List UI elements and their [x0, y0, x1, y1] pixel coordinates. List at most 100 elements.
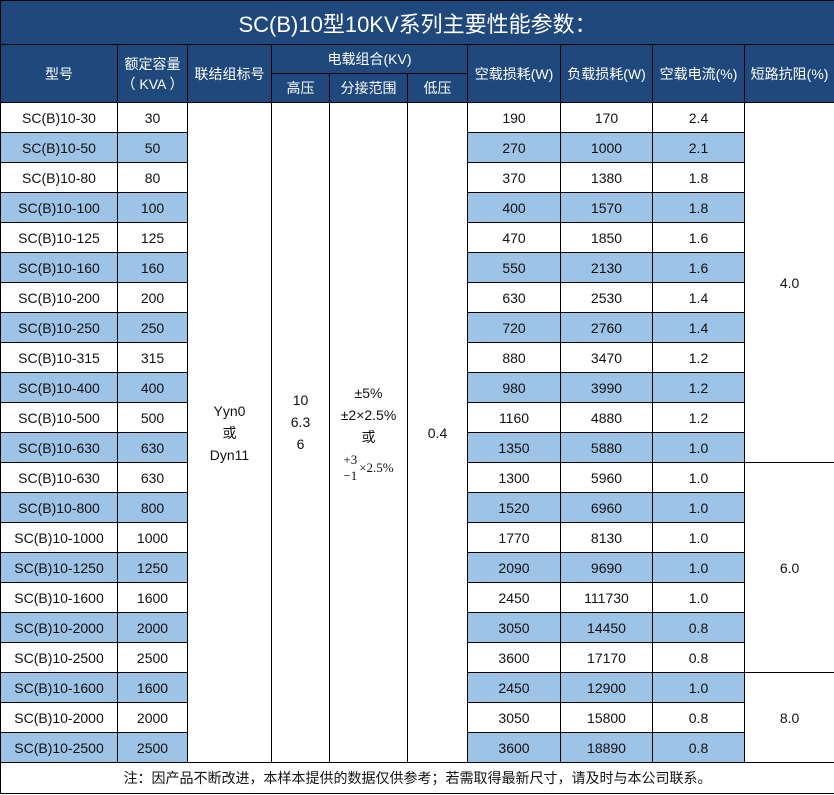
no-load-current-cell: 1.0: [652, 552, 745, 583]
model-cell: SC(B)10-500: [0, 402, 118, 433]
table-row: SC(B)10-2000 2000 3050 15800 0.8: [0, 702, 834, 733]
load-loss-cell: 4880: [560, 402, 653, 433]
load-loss-cell: 5880: [560, 432, 653, 463]
capacity-cell: 2000: [117, 702, 188, 733]
header-capacity: 额定容量（ KVA ）: [117, 44, 188, 103]
load-loss-cell: 6960: [560, 492, 653, 523]
header-hv: 高压: [271, 73, 330, 103]
capacity-cell: 1250: [117, 552, 188, 583]
no-load-loss-cell: 1770: [467, 522, 561, 553]
header-impedance: 短路抗阻(%): [743, 44, 834, 103]
table-row: SC(B)10-630 630 1300 5960 1.0 6.0: [0, 462, 834, 673]
table-row: SC(B)10-200 200 630 2530 1.4: [0, 282, 834, 313]
capacity-cell: 160: [117, 252, 188, 283]
no-load-loss-cell: 880: [467, 342, 561, 373]
table-row: SC(B)10-125 125 470 1850 1.6: [0, 222, 834, 253]
table-title: SC(B)10型10KV系列主要性能参数：: [0, 0, 834, 45]
load-loss-cell: 14450: [560, 612, 653, 643]
no-load-loss-cell: 270: [467, 132, 561, 163]
capacity-cell: 125: [117, 222, 188, 253]
no-load-current-cell: 1.2: [652, 402, 745, 433]
load-loss-cell: 3470: [560, 342, 653, 373]
header-model: 型号: [0, 44, 118, 103]
no-load-current-cell: 1.0: [652, 522, 745, 553]
model-cell: SC(B)10-2000: [0, 612, 118, 643]
model-cell: SC(B)10-630: [0, 462, 118, 493]
model-cell: SC(B)10-250: [0, 312, 118, 343]
connection-cell: Yyn0 或 Dyn11: [187, 102, 272, 763]
model-cell: SC(B)10-800: [0, 492, 118, 523]
capacity-cell: 630: [117, 462, 188, 493]
capacity-cell: 100: [117, 192, 188, 223]
table-row: SC(B)10-80 80 370 1380 1.8: [0, 162, 834, 193]
header-lv: 低压: [407, 73, 468, 103]
no-load-loss-cell: 1350: [467, 432, 561, 463]
capacity-cell: 50: [117, 132, 188, 163]
no-load-loss-cell: 720: [467, 312, 561, 343]
no-load-loss-cell: 630: [467, 282, 561, 313]
no-load-current-cell: 1.6: [652, 252, 745, 283]
capacity-cell: 315: [117, 342, 188, 373]
load-loss-cell: 12900: [560, 672, 653, 703]
model-cell: SC(B)10-80: [0, 162, 118, 193]
model-cell: SC(B)10-1600: [0, 672, 118, 703]
no-load-loss-cell: 3600: [467, 642, 561, 673]
no-load-loss-cell: 190: [467, 102, 561, 133]
model-cell: SC(B)10-315: [0, 342, 118, 373]
capacity-cell: 200: [117, 282, 188, 313]
load-loss-cell: 5960: [560, 462, 653, 493]
load-loss-cell: 1850: [560, 222, 653, 253]
no-load-loss-cell: 1300: [467, 462, 561, 493]
lv-cell: 0.4: [407, 102, 468, 763]
no-load-current-cell: 1.2: [652, 342, 745, 373]
model-cell: SC(B)10-30: [0, 102, 118, 133]
model-cell: SC(B)10-200: [0, 282, 118, 313]
capacity-cell: 1000: [117, 522, 188, 553]
footnote: 注：因产品不断改进，本样本提供的数据仅供参考；若需取得最新尺寸，请及时与本公司联…: [0, 762, 834, 794]
model-cell: SC(B)10-2000: [0, 702, 118, 733]
hv-cell: 10 6.3 6: [271, 102, 330, 763]
no-load-current-cell: 1.0: [652, 672, 745, 703]
impedance-cell: 4.0: [743, 102, 834, 463]
load-loss-cell: 2530: [560, 282, 653, 313]
table-row: SC(B)10-30 30 Yyn0 或 Dyn11 10 6.3 6 ±5% ±2×2.5% 或…: [0, 102, 834, 763]
capacity-cell: 250: [117, 312, 188, 343]
model-cell: SC(B)10-630: [0, 432, 118, 463]
load-loss-cell: 2130: [560, 252, 653, 283]
load-loss-cell: 111730: [560, 582, 653, 613]
capacity-cell: 2500: [117, 732, 188, 763]
no-load-loss-cell: 3050: [467, 702, 561, 733]
capacity-cell: 2000: [117, 612, 188, 643]
load-loss-cell: 1000: [560, 132, 653, 163]
model-cell: SC(B)10-2500: [0, 732, 118, 763]
no-load-current-cell: 1.0: [652, 432, 745, 463]
table-row: SC(B)10-400 400 980 3990 1.2: [0, 372, 834, 403]
header-connection: 联结组标号: [187, 44, 272, 103]
load-loss-cell: 3990: [560, 372, 653, 403]
no-load-loss-cell: 1160: [467, 402, 561, 433]
model-cell: SC(B)10-1000: [0, 522, 118, 553]
load-loss-cell: 8130: [560, 522, 653, 553]
no-load-current-cell: 0.8: [652, 642, 745, 673]
no-load-current-cell: 1.0: [652, 462, 745, 493]
model-cell: SC(B)10-400: [0, 372, 118, 403]
no-load-loss-cell: 980: [467, 372, 561, 403]
no-load-current-cell: 1.2: [652, 372, 745, 403]
no-load-loss-cell: 2090: [467, 552, 561, 583]
no-load-loss-cell: 400: [467, 192, 561, 223]
no-load-loss-cell: 3050: [467, 612, 561, 643]
tap-range-cell: ±5% ±2×2.5% 或 +3 −1 ×2.5%: [329, 102, 408, 763]
model-cell: SC(B)10-100: [0, 192, 118, 223]
table-row: SC(B)10-50 50 270 1000 2.1: [0, 132, 834, 163]
load-loss-cell: 1570: [560, 192, 653, 223]
header-load-loss: 负载损耗(W): [560, 44, 653, 103]
header-tap: 分接范围: [329, 73, 408, 103]
table-row: SC(B)10-250 250 720 2760 1.4: [0, 312, 834, 343]
load-loss-cell: 1380: [560, 162, 653, 193]
no-load-loss-cell: 550: [467, 252, 561, 283]
impedance-cell: 6.0: [743, 462, 834, 673]
load-loss-cell: 18890: [560, 732, 653, 763]
no-load-current-cell: 1.4: [652, 312, 745, 343]
no-load-loss-cell: 370: [467, 162, 561, 193]
